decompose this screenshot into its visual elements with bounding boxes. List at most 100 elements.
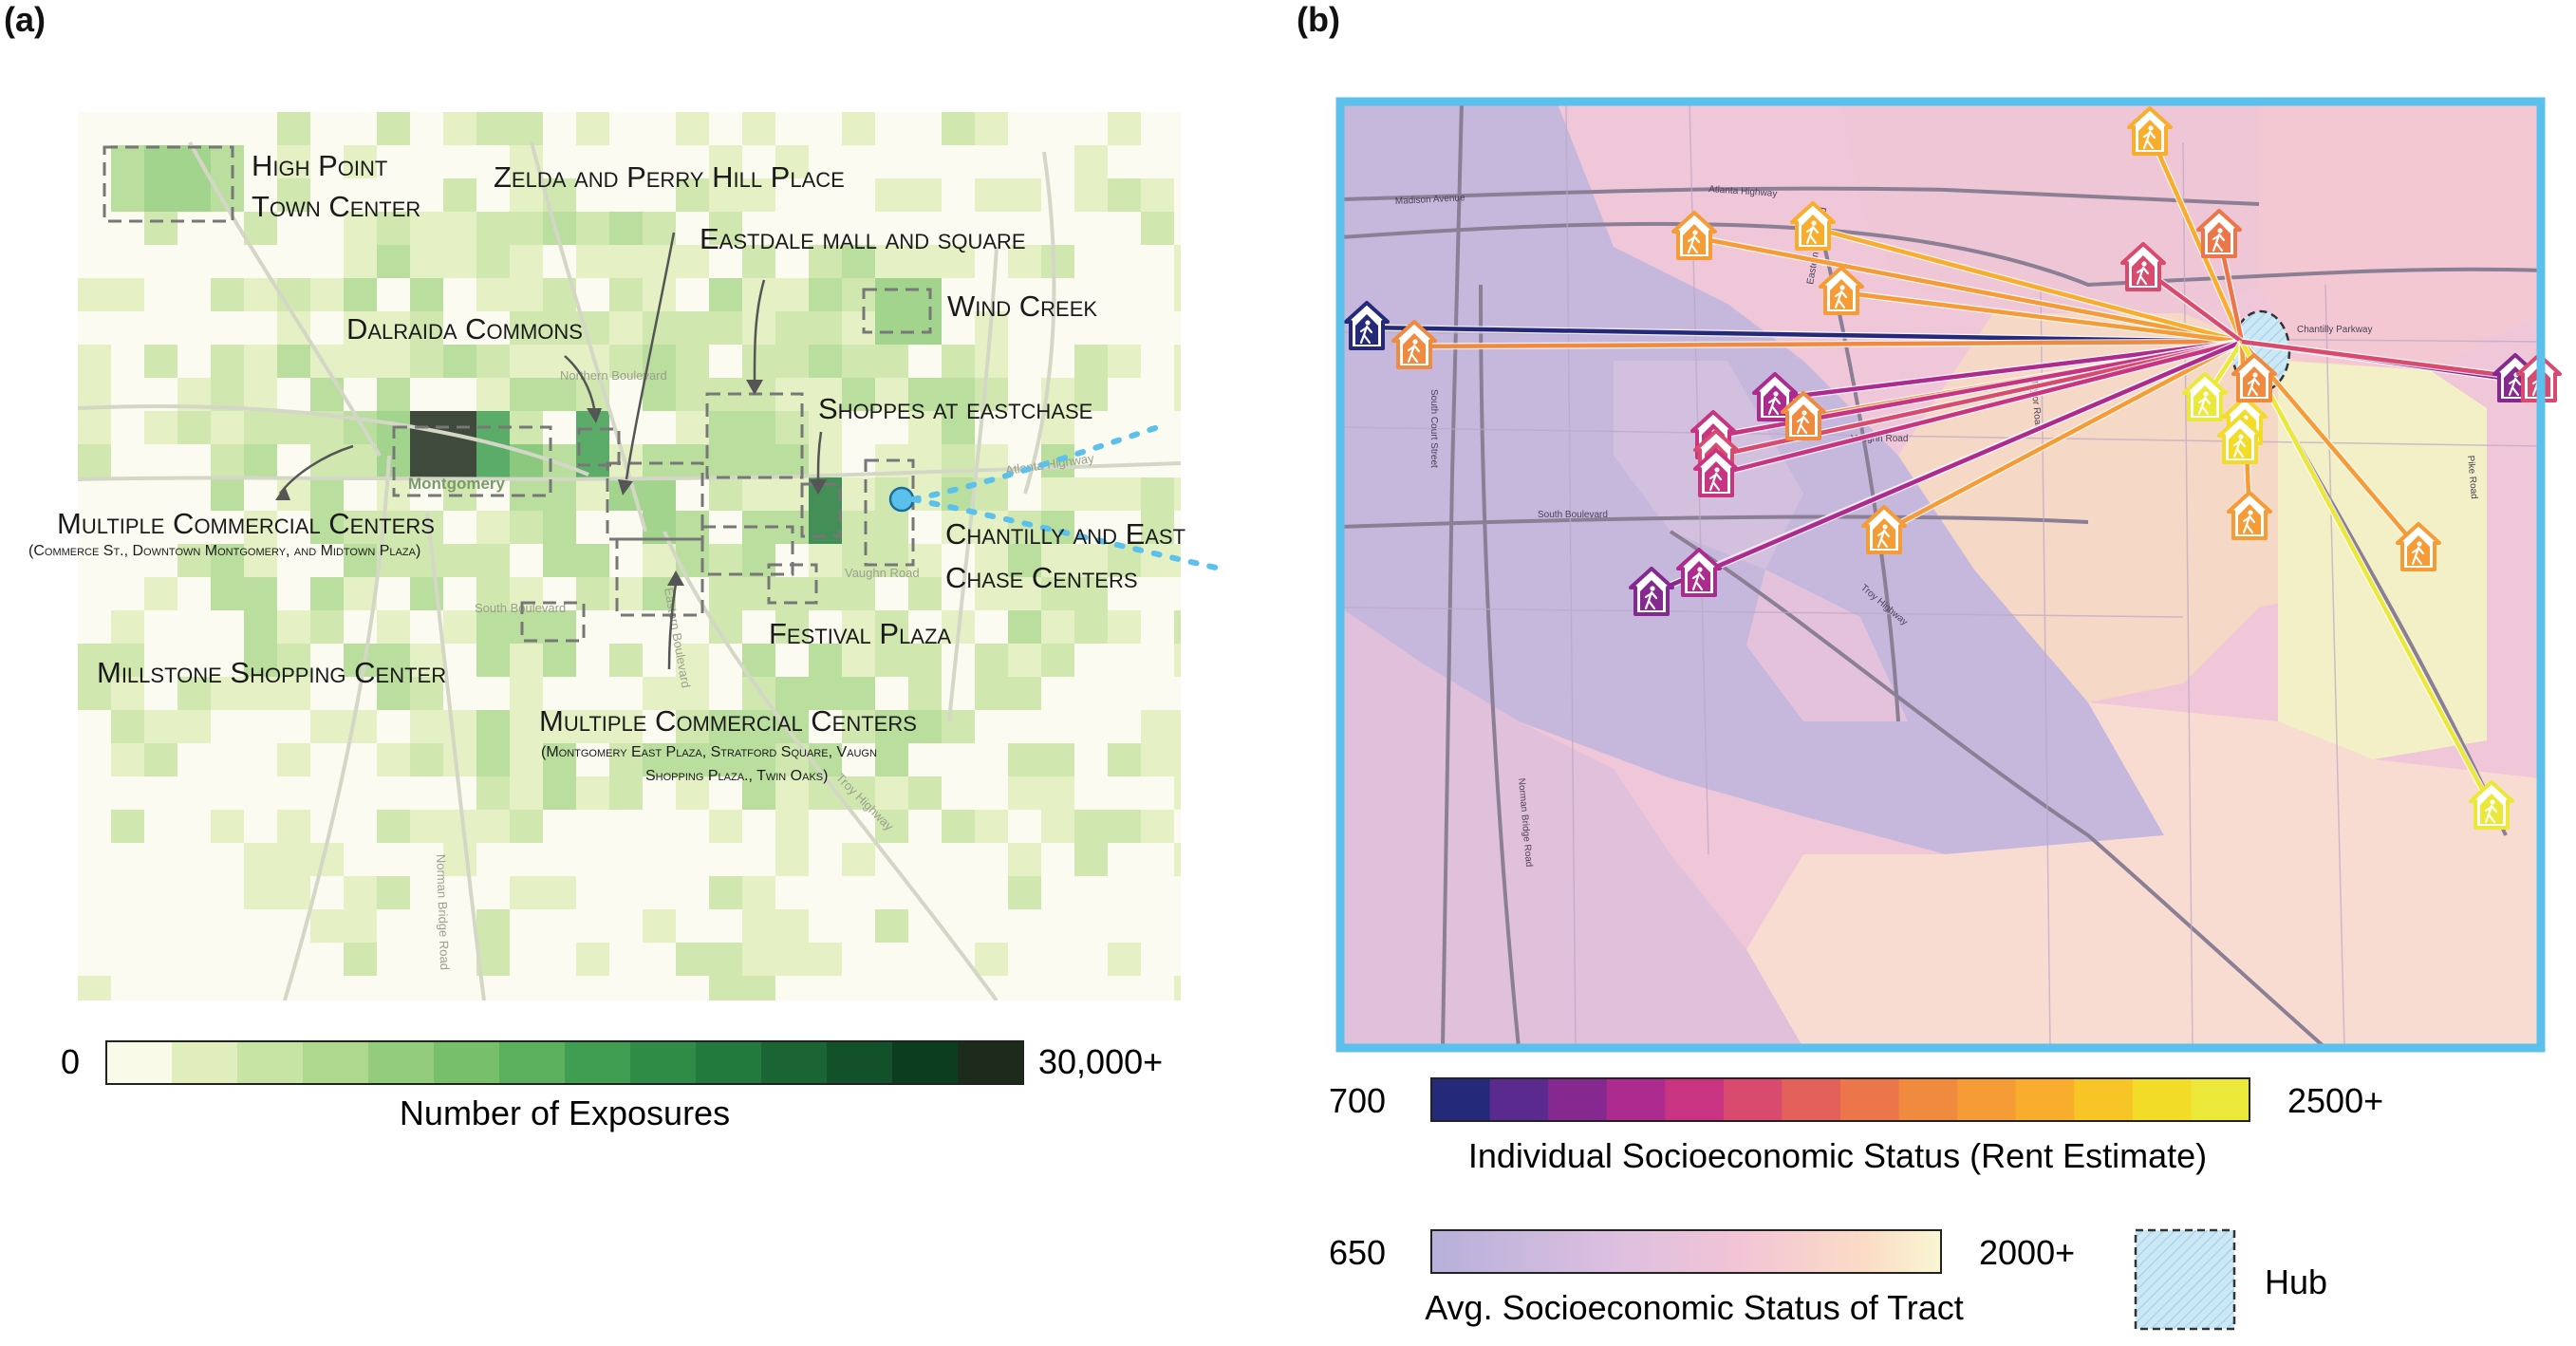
heat-cell xyxy=(344,511,377,544)
heat-cell xyxy=(476,278,510,311)
pedestrian-body xyxy=(1805,225,1820,245)
heat-cell xyxy=(410,345,443,378)
exposure-legend-min: 0 xyxy=(61,1042,80,1081)
heat-cell xyxy=(244,677,277,710)
heat-cell xyxy=(842,345,875,378)
panel-b-frame xyxy=(1335,97,2546,1053)
heat-cell xyxy=(377,810,410,843)
heat-cell xyxy=(510,345,543,378)
tract-ses-min: 650 xyxy=(1329,1233,1386,1272)
heat-cell xyxy=(510,112,543,145)
heat-cell xyxy=(908,677,942,710)
heat-cell xyxy=(1174,976,1181,1000)
heat-cell xyxy=(643,544,676,577)
tract-ses-colorbar xyxy=(1430,1229,1942,1274)
exposure-colorbar-swatch xyxy=(106,1041,173,1084)
heat-cell xyxy=(177,677,211,710)
heat-cell xyxy=(244,876,277,909)
heat-cell xyxy=(842,477,875,511)
heat-cell xyxy=(443,444,476,477)
heat-cell xyxy=(875,743,908,776)
heat-cell xyxy=(809,311,842,345)
pedestrian-head xyxy=(1882,524,1888,530)
heat-cell xyxy=(775,843,809,876)
pedestrian-body xyxy=(1708,472,1723,492)
pedestrian-body xyxy=(2136,266,2150,286)
heat-cell xyxy=(809,345,842,378)
heat-cell xyxy=(709,411,742,444)
road-madison-avenue: Madison Avenue xyxy=(1395,193,1466,207)
road-chantilly-parkway: Chantilly Parkway xyxy=(2297,325,2372,335)
heat-cell xyxy=(476,378,510,411)
pedestrian-body xyxy=(2142,130,2156,150)
exposure-colorbar-swatch xyxy=(434,1041,500,1084)
panel-b-map: Atlanta Highway Madison Avenue South Bou… xyxy=(1335,97,2562,1053)
heat-cell xyxy=(410,444,443,477)
heat-cell xyxy=(476,743,510,776)
heat-cell xyxy=(1141,810,1174,843)
heat-cell xyxy=(1008,743,1041,776)
osm-label-south-boulevard: South Boulevard xyxy=(475,601,566,615)
heat-cell xyxy=(709,178,742,212)
heat-cell xyxy=(709,444,742,477)
heat-cell xyxy=(1008,876,1041,909)
heat-cell xyxy=(543,743,576,776)
heat-cell xyxy=(576,544,609,577)
heat-cell xyxy=(908,278,942,311)
heat-cell xyxy=(742,477,775,511)
label-festival: Festival Plaza xyxy=(769,617,951,650)
heat-cell xyxy=(277,810,310,843)
heat-cell xyxy=(543,644,576,677)
heat-cell xyxy=(277,345,310,378)
osm-label-norman-bridge: Norman Bridge Road xyxy=(434,854,452,971)
pedestrian-head xyxy=(2238,434,2244,439)
heat-cell xyxy=(510,577,543,610)
heat-cell xyxy=(510,776,543,810)
heat-cell xyxy=(576,776,609,810)
heat-cell xyxy=(344,278,377,311)
heat-cell xyxy=(1074,145,1108,178)
heat-cell xyxy=(709,278,742,311)
heat-cell xyxy=(410,677,443,710)
pedestrian-body xyxy=(2242,514,2256,534)
heat-cell xyxy=(543,610,576,644)
heat-cell xyxy=(1174,710,1181,743)
heat-cell xyxy=(543,511,576,544)
heat-cell xyxy=(277,112,310,145)
heat-cell xyxy=(1174,743,1181,776)
heat-cell xyxy=(842,843,875,876)
home-icon xyxy=(1861,505,1907,554)
heat-cell xyxy=(809,577,842,610)
heat-cell xyxy=(476,577,510,610)
heat-cell xyxy=(809,743,842,776)
heat-cell xyxy=(211,411,244,444)
label-eastdale: Eastdale mall and square xyxy=(700,222,1026,255)
label-high-point-1: High Point xyxy=(252,149,387,182)
heat-cell xyxy=(775,311,809,345)
heat-cell xyxy=(609,644,643,677)
heat-cell xyxy=(975,677,1008,710)
heat-cell xyxy=(211,810,244,843)
heat-cell xyxy=(676,444,709,477)
heat-cell xyxy=(576,477,609,511)
heat-cell xyxy=(809,677,842,710)
osm-label-montgomery: Montgomery xyxy=(408,475,506,493)
heat-cell xyxy=(543,311,576,345)
heat-cell xyxy=(211,577,244,610)
road-vaughn-road: Vaughn Road xyxy=(1851,434,1908,444)
label-high-point-2: Town Center xyxy=(252,190,420,223)
label-multi2-sub-2: Shopping Plaza., Twin Oaks) xyxy=(645,768,828,784)
heat-cell xyxy=(476,345,510,378)
label-zelda: Zelda and Perry Hill Place xyxy=(494,160,845,194)
heat-cell xyxy=(78,278,111,311)
flow-line xyxy=(1413,339,2243,349)
heat-cell xyxy=(576,245,609,278)
tract-ses-max: 2000+ xyxy=(1979,1233,2075,1272)
heat-cell xyxy=(975,810,1008,843)
heat-cell xyxy=(1174,345,1181,378)
heat-cell xyxy=(709,943,742,976)
exposure-colorbar-swatch xyxy=(172,1041,238,1084)
heat-cell xyxy=(742,178,775,212)
exposure-legend-max: 30,000+ xyxy=(1038,1042,1163,1081)
heat-cell xyxy=(310,444,344,477)
